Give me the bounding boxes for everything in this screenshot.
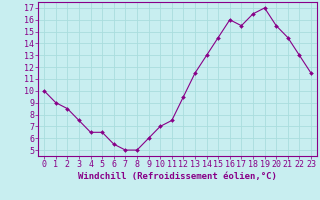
X-axis label: Windchill (Refroidissement éolien,°C): Windchill (Refroidissement éolien,°C) [78, 172, 277, 181]
